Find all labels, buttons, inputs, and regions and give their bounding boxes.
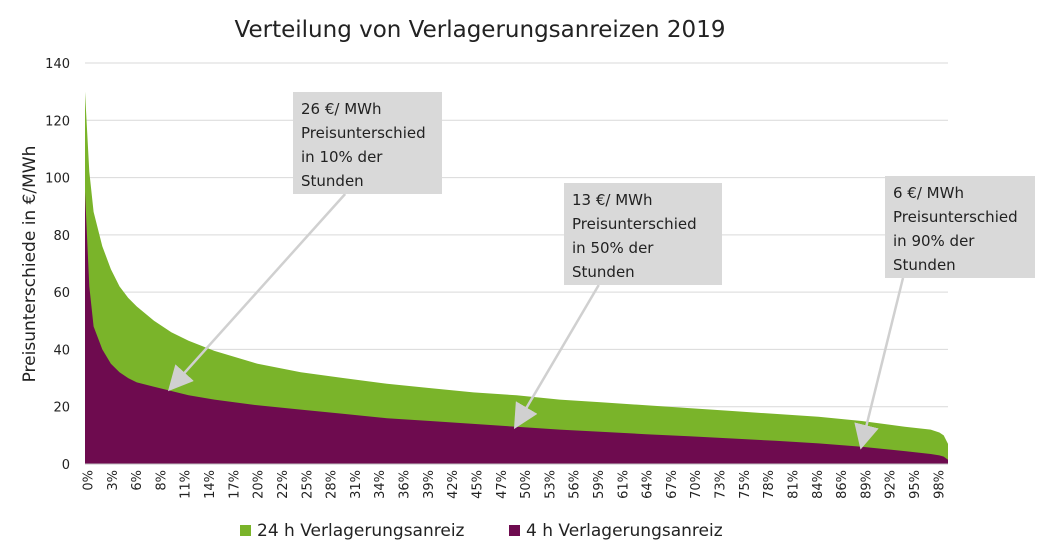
annotation-arrow xyxy=(167,193,347,392)
x-tick-label: 92% xyxy=(884,470,899,499)
legend-label: 4 h Verlagerungsanreiz xyxy=(526,521,723,541)
x-tick-label: 81% xyxy=(787,470,802,499)
x-tick-label: 67% xyxy=(665,470,680,499)
annotation-text: 6 €/ MWh xyxy=(893,184,964,202)
x-tick-label: 64% xyxy=(641,470,656,499)
x-tick-label: 8% xyxy=(154,470,169,491)
x-tick-label: 59% xyxy=(592,470,607,499)
grid xyxy=(85,62,948,408)
x-tick-label: 50% xyxy=(519,470,534,499)
x-tick-label: 36% xyxy=(398,470,413,499)
y-tick-label: 100 xyxy=(45,172,70,187)
x-tick-label: 39% xyxy=(422,470,437,499)
y-tick-label: 140 xyxy=(45,57,70,72)
x-tick-label: 98% xyxy=(932,470,947,499)
chart-title: Verteilung von Verlagerungsanreizen 2019 xyxy=(235,17,726,43)
y-tick-label: 20 xyxy=(53,401,70,416)
x-tick-label: 53% xyxy=(543,470,558,499)
x-tick-label: 95% xyxy=(908,470,923,499)
legend-label: 24 h Verlagerungsanreiz xyxy=(257,521,465,541)
x-tick-label: 14% xyxy=(203,470,218,499)
x-tick-label: 17% xyxy=(227,470,242,499)
x-tick-label: 3% xyxy=(106,470,121,491)
legend: 24 h Verlagerungsanreiz 4 h Verlagerungsa… xyxy=(240,521,723,541)
annotation-box xyxy=(885,176,1035,278)
annotation-text: Preisunterschied xyxy=(572,215,697,233)
x-tick-label: 25% xyxy=(300,470,315,499)
x-tick-label: 84% xyxy=(811,470,826,499)
x-tick-label: 78% xyxy=(762,470,777,499)
x-tick-label: 56% xyxy=(568,470,583,499)
y-tick-label: 60 xyxy=(53,286,70,301)
annotation-text: 26 €/ MWh xyxy=(301,100,382,118)
legend-swatch xyxy=(240,525,251,536)
annotation-text: Stunden xyxy=(572,263,635,281)
x-tick-label: 45% xyxy=(471,470,486,499)
x-tick-label: 70% xyxy=(689,470,704,499)
x-tick-label: 6% xyxy=(130,470,145,491)
x-tick-label: 22% xyxy=(276,470,291,499)
y-tick-label: 40 xyxy=(53,343,70,358)
annotation-text: Preisunterschied xyxy=(301,124,426,142)
y-axis-label: Preisunterschiede in €/MWh xyxy=(20,146,40,383)
annotation-arrow xyxy=(513,284,600,430)
y-tick-label: 120 xyxy=(45,114,70,129)
x-tick-label: 75% xyxy=(738,470,753,499)
legend-swatch xyxy=(509,525,520,536)
x-tick-label: 86% xyxy=(835,470,850,499)
x-tick-label: 47% xyxy=(495,470,510,499)
annotation-text: in 90% der xyxy=(893,232,975,250)
x-tick-label: 34% xyxy=(373,470,388,499)
annotation-box xyxy=(293,92,442,194)
annotation-text: 13 €/ MWh xyxy=(572,191,653,209)
y-tick-label: 0 xyxy=(62,458,70,473)
x-tick-label: 61% xyxy=(616,470,631,499)
plot-areas xyxy=(85,91,948,464)
annotation-box xyxy=(564,183,722,285)
x-tick-label: 20% xyxy=(252,470,267,499)
annotation-text: in 50% der xyxy=(572,239,654,257)
annotation-text: in 10% der xyxy=(301,148,383,166)
y-tick-label: 80 xyxy=(53,229,70,244)
x-tick-label: 31% xyxy=(349,470,364,499)
x-tick-labels: 0% 3% 6% 8% 11% 14% 17% 20% 22% 25% 28% 31% 34% 36% 39… xyxy=(82,470,948,499)
x-tick-label: 0% xyxy=(82,470,97,491)
annotation-text: Stunden xyxy=(893,256,956,274)
y-tick-labels: 0 20 40 60 80 100 120 140 xyxy=(45,57,70,473)
x-tick-label: 73% xyxy=(714,470,729,499)
x-tick-label: 89% xyxy=(859,470,874,499)
area-4h xyxy=(85,191,948,464)
annotation-text: Preisunterschied xyxy=(893,208,1018,226)
x-tick-label: 28% xyxy=(325,470,340,499)
x-tick-label: 11% xyxy=(179,470,194,499)
x-tick-label: 42% xyxy=(446,470,461,499)
annotation-arrow xyxy=(854,277,905,450)
annotation-text: Stunden xyxy=(301,172,364,190)
annotations: 26 €/ MWh Preisunterschied in 10% der Stund… xyxy=(167,92,1035,450)
